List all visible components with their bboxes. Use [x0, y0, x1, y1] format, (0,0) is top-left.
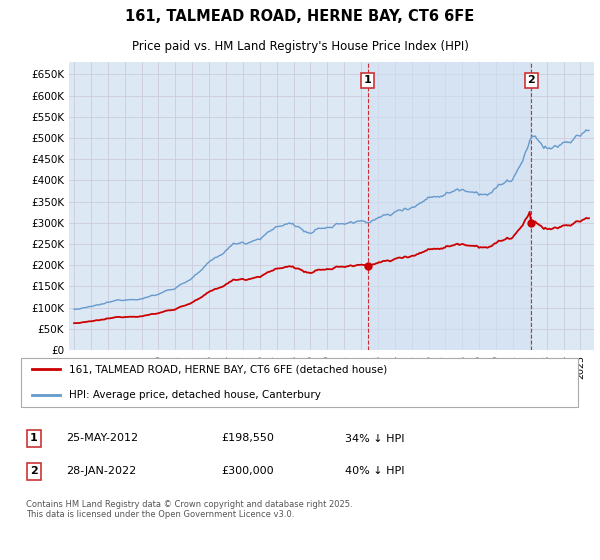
Text: 40% ↓ HPI: 40% ↓ HPI: [345, 466, 404, 477]
Text: 2: 2: [527, 76, 535, 85]
Text: 34% ↓ HPI: 34% ↓ HPI: [345, 433, 404, 444]
Text: HPI: Average price, detached house, Canterbury: HPI: Average price, detached house, Cant…: [69, 390, 320, 400]
Text: 1: 1: [30, 433, 38, 444]
Text: 25-MAY-2012: 25-MAY-2012: [66, 433, 138, 444]
Text: £300,000: £300,000: [221, 466, 274, 477]
Text: 2: 2: [30, 466, 38, 477]
Text: 28-JAN-2022: 28-JAN-2022: [66, 466, 136, 477]
Text: Contains HM Land Registry data © Crown copyright and database right 2025.
This d: Contains HM Land Registry data © Crown c…: [26, 500, 353, 519]
Bar: [368, 62, 531, 350]
Text: Price paid vs. HM Land Registry's House Price Index (HPI): Price paid vs. HM Land Registry's House …: [131, 40, 469, 53]
Text: 161, TALMEAD ROAD, HERNE BAY, CT6 6FE (detached house): 161, TALMEAD ROAD, HERNE BAY, CT6 6FE (d…: [69, 365, 387, 375]
Text: 1: 1: [364, 76, 371, 85]
Text: 161, TALMEAD ROAD, HERNE BAY, CT6 6FE: 161, TALMEAD ROAD, HERNE BAY, CT6 6FE: [125, 9, 475, 24]
FancyBboxPatch shape: [21, 358, 578, 407]
Text: £198,550: £198,550: [221, 433, 274, 444]
